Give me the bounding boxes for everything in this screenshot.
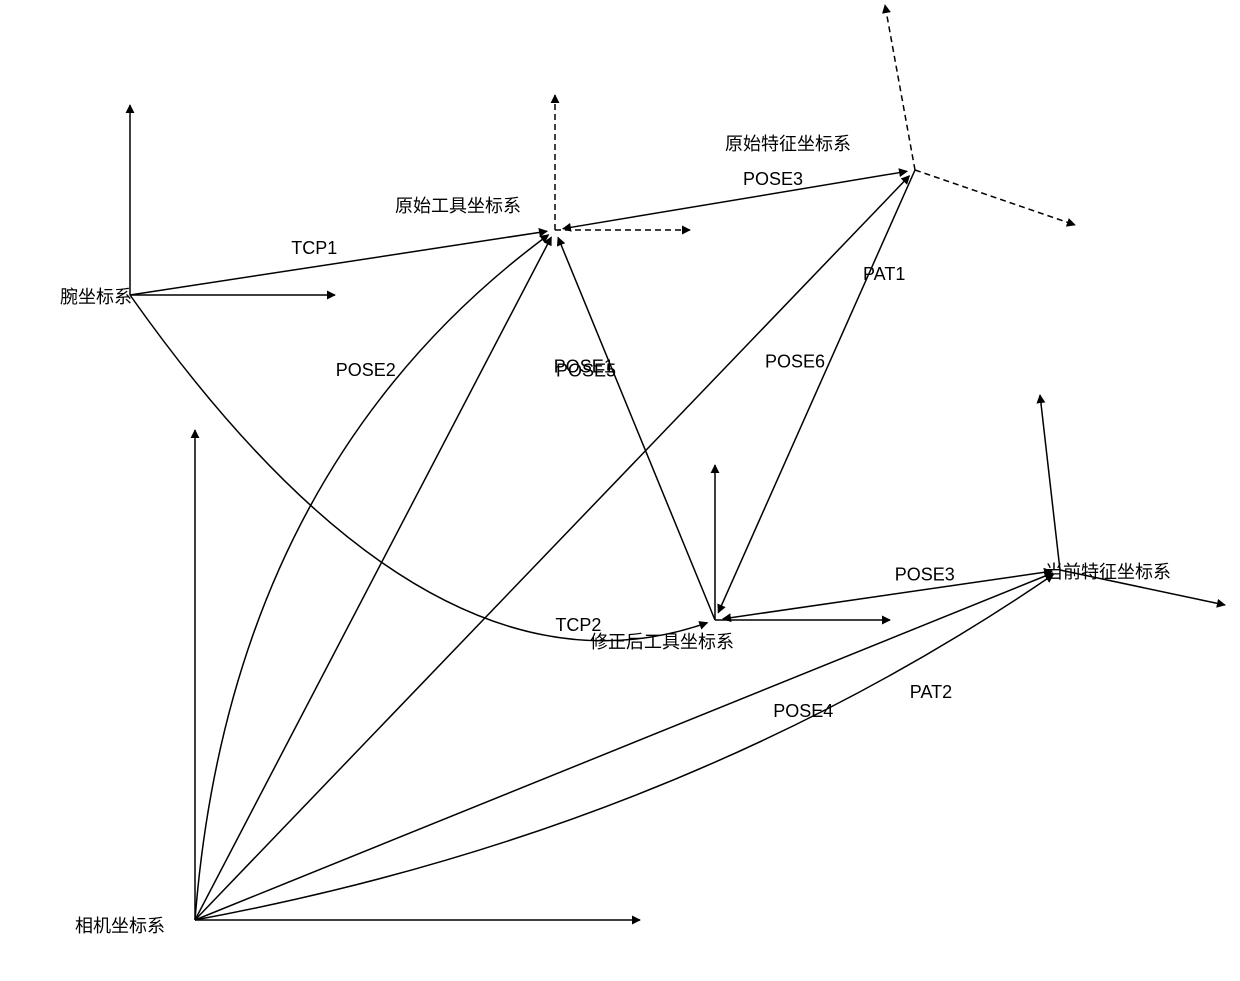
edge-pose3b [723,571,1052,619]
edge-pose5-label: POSE5 [556,361,616,381]
camera-label: 相机坐标系 [75,916,165,936]
edge-pose6 [718,170,915,613]
edge-tcp1 [130,231,547,295]
edge-pose3a-label: POSE3 [743,169,803,189]
edge-tcp2-label: TCP2 [555,615,601,635]
cfeat-axis [1040,395,1060,570]
edge-tcp2 [130,295,707,641]
edge-pose6-label: POSE6 [765,352,825,372]
edge-pose5 [558,237,715,620]
edge-pose3a [563,171,907,228]
ofeat-axis [915,170,1075,225]
ofeat-axis [885,5,915,170]
ofeat-label: 原始特征坐标系 [725,134,851,154]
edge-pose2-label: POSE2 [336,360,396,380]
edge-pat1 [195,176,909,920]
wrist-label: 腕坐标系 [60,287,132,307]
edge-pat2-label: PAT2 [910,682,952,702]
edge-pose1 [195,237,551,920]
cfeat-label: 当前特征坐标系 [1045,562,1171,582]
edge-pose4 [195,573,1053,920]
edge-tcp1-label: TCP1 [291,238,337,258]
coordinate-frame-diagram: 腕坐标系相机坐标系原始工具坐标系原始特征坐标系修正后工具坐标系当前特征坐标系TC… [0,0,1240,981]
edge-pose3b-label: POSE3 [895,565,955,585]
otool-label: 原始工具坐标系 [395,196,521,216]
